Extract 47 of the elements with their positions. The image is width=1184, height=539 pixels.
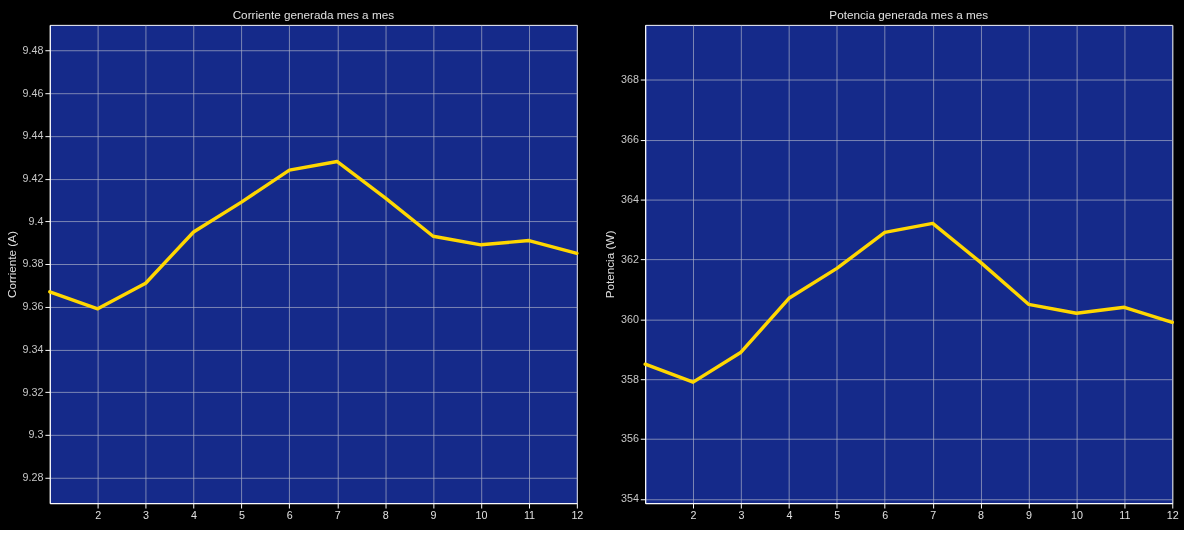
- x-tick-label: 11: [1119, 509, 1131, 522]
- y-tick-label: 9.32: [22, 385, 44, 398]
- y-tick-label: 9.3: [28, 428, 44, 441]
- y-tick-label: 362: [620, 252, 639, 265]
- x-tick-label: 8: [382, 509, 389, 522]
- x-tick-label: 4: [786, 509, 793, 522]
- y-axis-title: Corriente (A): [4, 230, 18, 299]
- x-tick-label: 5: [238, 509, 245, 522]
- line-series: [48, 159, 579, 311]
- x-tick-label: 4: [191, 509, 198, 522]
- x-tick-label: 3: [738, 509, 745, 522]
- x-tick-label: 11: [523, 509, 536, 522]
- y-tick-label: 9.42: [22, 172, 44, 185]
- y-tick-label: 9.34: [22, 342, 44, 355]
- x-tick-label: 10: [1070, 509, 1083, 522]
- y-tick-label: 9.48: [22, 43, 44, 56]
- y-tick-label: 364: [620, 192, 639, 205]
- y-tick-label: 360: [620, 312, 639, 325]
- y-tick-label: 9.36: [22, 300, 44, 313]
- y-axis-title: Potencia (W): [603, 230, 617, 299]
- x-tick-label: 12: [1166, 509, 1179, 522]
- x-tick-label: 9: [430, 509, 437, 522]
- x-tick-label: 2: [690, 509, 697, 522]
- x-tick-label: 9: [1026, 509, 1033, 522]
- y-tick-label: 9.46: [22, 86, 44, 99]
- x-tick-label: 8: [978, 509, 985, 522]
- y-tick-label: 9.4: [28, 214, 44, 227]
- x-tick-label: 6: [286, 509, 293, 522]
- x-tick-label: 7: [334, 509, 341, 522]
- y-tick-label: 366: [620, 133, 639, 145]
- y-tick-label: 358: [620, 372, 639, 385]
- y-tick-label: 356: [620, 432, 639, 445]
- y-tick-label: 368: [620, 73, 639, 86]
- x-tick-label: 10: [475, 509, 488, 522]
- line-series: [643, 221, 1174, 384]
- x-tick-label: 12: [571, 509, 584, 522]
- x-tick-label: 7: [930, 509, 937, 522]
- x-tick-label: 6: [882, 509, 889, 522]
- x-tick-label: 5: [834, 509, 841, 522]
- x-tick-label: 3: [143, 509, 150, 522]
- y-tick-label: 354: [620, 492, 639, 505]
- chart-title: Corriente generada mes a mes: [232, 8, 395, 22]
- y-tick-label: 9.44: [22, 129, 44, 142]
- chart-title: Potencia generada mes a mes: [829, 8, 989, 22]
- y-tick-label: 9.28: [22, 470, 44, 483]
- x-tick-label: 2: [95, 509, 102, 522]
- y-tick-label: 9.38: [22, 257, 44, 270]
